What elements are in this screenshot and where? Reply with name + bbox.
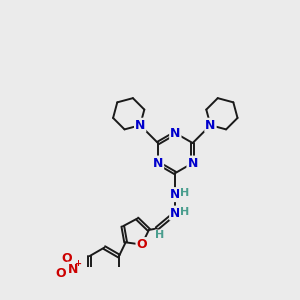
Text: N: N <box>135 119 145 132</box>
Text: O: O <box>55 267 66 280</box>
Text: H: H <box>155 230 164 240</box>
Text: N: N <box>205 119 216 132</box>
Text: +: + <box>74 259 81 268</box>
Text: N: N <box>170 188 181 201</box>
Text: H: H <box>180 188 189 198</box>
Text: H: H <box>180 207 189 217</box>
Text: O: O <box>136 238 147 251</box>
Text: O: O <box>61 252 72 265</box>
Text: N: N <box>188 157 198 169</box>
Text: N: N <box>170 207 181 220</box>
Text: N: N <box>153 157 163 169</box>
Text: N: N <box>170 127 181 140</box>
Text: N: N <box>68 263 78 276</box>
